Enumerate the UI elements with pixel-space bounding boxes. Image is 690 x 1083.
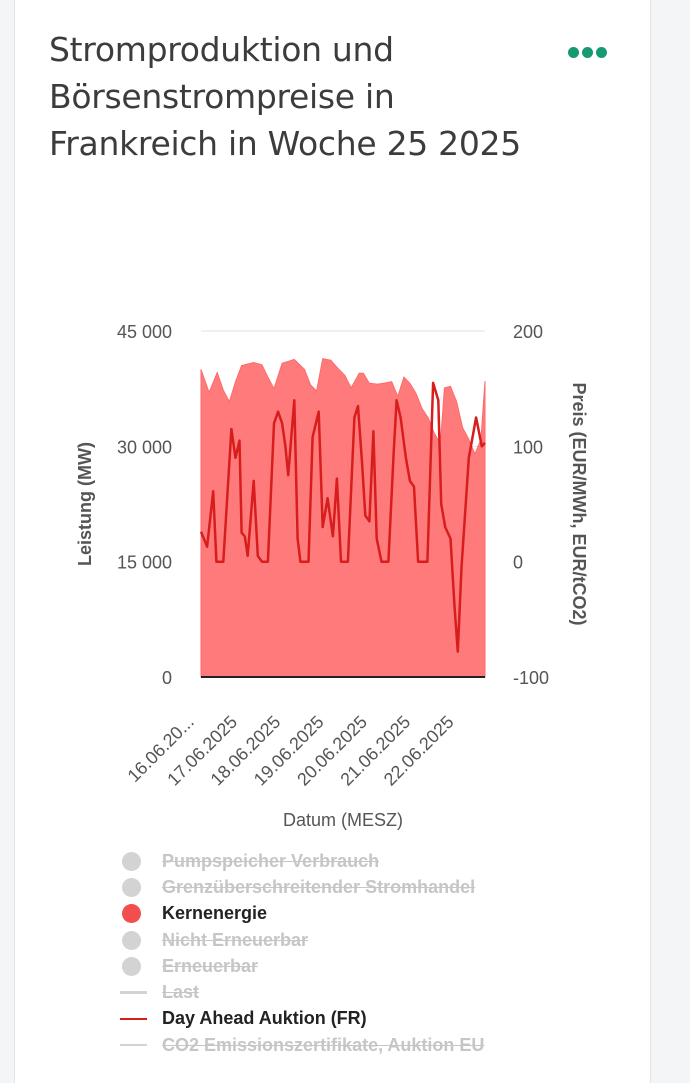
legend-item[interactable]: CO2 Emissionszertifikate, Auktion EU [120, 1032, 600, 1058]
y-right-tick-label: -100 [513, 668, 549, 688]
legend-item[interactable]: Grenzüberschreitender Stromhandel [120, 874, 600, 900]
legend-item[interactable]: Pumpspeicher Verbrauch [120, 848, 600, 874]
y-left-tick-label: 0 [162, 668, 172, 688]
legend-item[interactable]: Last [120, 979, 600, 1005]
series-day-ahead-line [199, 381, 486, 653]
legend-label: Kernenergie [162, 903, 268, 924]
legend-label: Day Ahead Auktion (FR) [162, 1008, 367, 1029]
price-line-layer [199, 381, 486, 653]
legend-dot-icon [120, 930, 162, 950]
y-left-axis-title: Leistung (MW) [75, 442, 95, 566]
legend-swatch [122, 877, 141, 897]
legend-line-icon [120, 991, 162, 994]
legend-item[interactable]: Kernenergie [120, 901, 600, 927]
legend-dot-icon [120, 956, 162, 976]
x-axis-title: Datum (MESZ) [283, 810, 403, 830]
y-right-axis-title: Preis (EUR/MWh, EUR/tCO2) [569, 382, 589, 625]
y-left-tick-label: 15 000 [117, 553, 172, 573]
y-right-tick-label: 100 [513, 437, 543, 457]
y-right-tick-label: 0 [513, 553, 523, 573]
legend-label: CO2 Emissionszertifikate, Auktion EU [162, 1034, 485, 1055]
menu-dot [596, 47, 607, 58]
legend-dot-icon [120, 877, 162, 897]
more-horizontal-icon[interactable] [568, 44, 612, 62]
legend-item[interactable]: Nicht Erneuerbar [120, 927, 600, 953]
legend-label: Erneuerbar [162, 955, 259, 976]
legend-label: Grenzüberschreitender Stromhandel [162, 876, 476, 897]
y-left-tick-label: 45 000 [117, 322, 172, 342]
legend-dot-icon [120, 904, 162, 924]
legend-item[interactable]: Erneuerbar [120, 953, 600, 979]
legend-swatch [120, 1017, 147, 1021]
chart-title: Stromproduktion und Börsenstrompreise in… [49, 30, 521, 163]
y-right-tick-label: 200 [513, 322, 543, 342]
menu-dot [582, 47, 593, 58]
legend-item[interactable]: Day Ahead Auktion (FR) [120, 1006, 600, 1032]
legend-line-icon [120, 1017, 162, 1021]
series-kernenergie-area [200, 358, 486, 678]
legend-swatch [122, 930, 141, 950]
legend-swatch [122, 956, 141, 976]
legend-swatch [120, 1043, 147, 1047]
y-left-tick-label: 30 000 [117, 437, 172, 457]
menu-dot [568, 47, 579, 58]
legend-swatch [120, 991, 147, 994]
legend-swatch [122, 851, 141, 871]
legend-label: Pumpspeicher Verbrauch [162, 850, 380, 871]
legend-swatch [122, 904, 141, 924]
nuclear-area-layer [200, 358, 486, 678]
legend-line-icon [120, 1043, 162, 1047]
chart-legend: Pumpspeicher Verbrauch Grenzüberschreiten… [120, 848, 600, 1058]
legend-dot-icon [120, 851, 162, 871]
chart-card: Stromproduktion und Börsenstrompreise in… [14, 0, 651, 1083]
legend-label: Last [162, 982, 200, 1003]
legend-label: Nicht Erneuerbar [162, 929, 309, 950]
